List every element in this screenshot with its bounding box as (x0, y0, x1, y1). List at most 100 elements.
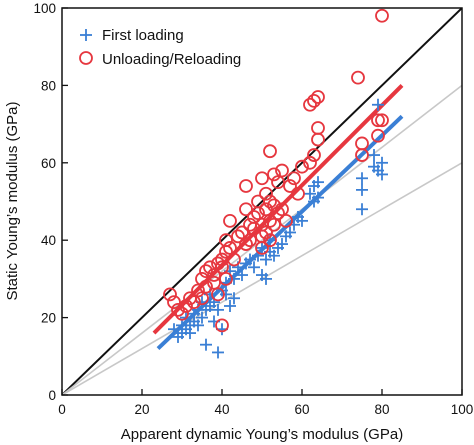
point-unloading-reloading (219, 271, 233, 286)
legend-marker-unloading-reloading (79, 51, 93, 65)
point-unloading-reloading (231, 229, 245, 244)
point-unloading-reloading (287, 171, 301, 186)
point-unloading-reloading (267, 167, 281, 182)
point-first-loading (192, 319, 204, 332)
point-first-loading (244, 253, 256, 266)
point-unloading-reloading (171, 302, 185, 317)
reference-line (62, 84, 462, 395)
point-first-loading (356, 203, 368, 216)
legend-box (66, 12, 278, 74)
point-unloading-reloading (199, 279, 213, 294)
y-tick-label: 100 (33, 1, 56, 16)
y-tick-label: 80 (41, 78, 56, 93)
point-first-loading (184, 327, 196, 340)
x-tick-label: 60 (294, 402, 309, 417)
point-first-loading (356, 183, 368, 196)
axis-ticks: 0 20 40 60 80 100 0 20 40 60 80 100 (33, 1, 473, 417)
legend-marker-first-loading (80, 29, 92, 41)
point-unloading-reloading (355, 148, 369, 162)
point-first-loading (304, 187, 316, 200)
point-unloading-reloading (163, 287, 177, 302)
point-first-loading (200, 338, 212, 351)
point-unloading-reloading (219, 244, 233, 259)
point-first-loading (248, 261, 260, 274)
point-first-loading (236, 269, 248, 282)
point-first-loading (296, 214, 308, 227)
point-unloading-reloading (227, 252, 241, 267)
point-unloading-reloading (211, 256, 225, 271)
point-first-loading (220, 288, 232, 301)
y-tick-label: 60 (41, 156, 56, 171)
point-unloading-reloading (295, 159, 309, 174)
point-unloading-reloading (195, 271, 209, 286)
point-unloading-reloading (307, 148, 321, 162)
point-first-loading (260, 272, 272, 285)
point-unloading-reloading (311, 132, 325, 147)
y-axis-title: Static Young’s modulus (GPa) (4, 101, 21, 300)
x-tick-label: 100 (451, 402, 474, 417)
point-unloading-reloading (267, 198, 281, 213)
point-unloading-reloading (215, 318, 229, 333)
point-unloading-reloading (255, 171, 269, 186)
point-unloading-reloading (247, 221, 261, 236)
point-unloading-reloading (239, 202, 253, 217)
legend: First loading Unloading/Reloading (66, 12, 278, 74)
point-unloading-reloading (371, 128, 385, 143)
point-first-loading (376, 168, 388, 181)
point-unloading-reloading (167, 295, 181, 310)
point-first-loading (268, 249, 280, 262)
legend-plus-marker (80, 29, 92, 41)
point-unloading-reloading (175, 306, 189, 321)
point-unloading-reloading (275, 163, 289, 178)
point-first-loading (356, 172, 368, 185)
point-unloading-reloading (351, 70, 365, 85)
point-unloading-reloading (223, 213, 237, 228)
point-unloading-reloading (283, 179, 297, 193)
point-unloading-reloading (263, 144, 277, 159)
point-first-loading (368, 149, 380, 162)
point-unloading-reloading (239, 179, 253, 193)
point-first-loading (196, 311, 208, 324)
point-first-loading (312, 191, 324, 204)
point-first-loading (168, 323, 180, 336)
point-unloading-reloading (303, 155, 317, 170)
point-first-loading (212, 303, 224, 316)
point-unloading-reloading (371, 113, 385, 128)
point-unloading-reloading (239, 237, 253, 251)
point-unloading-reloading (199, 264, 213, 279)
y-tick-label: 20 (41, 311, 56, 326)
y-tick-label: 40 (41, 233, 56, 248)
x-tick-label: 0 (58, 402, 66, 417)
point-unloading-reloading (311, 90, 325, 104)
point-first-loading (372, 98, 384, 111)
point-unloading-reloading (211, 287, 225, 302)
point-unloading-reloading (259, 186, 273, 201)
point-unloading-reloading (375, 113, 389, 128)
point-unloading-reloading (307, 93, 321, 108)
y-tick-label: 0 (48, 388, 56, 403)
point-unloading-reloading (263, 213, 277, 228)
point-first-loading (312, 176, 324, 189)
plot-frame (61, 7, 463, 396)
point-first-loading (224, 299, 236, 312)
point-unloading-reloading (291, 186, 305, 201)
x-tick-label: 20 (134, 402, 149, 417)
point-first-loading (228, 272, 240, 285)
point-unloading-reloading (271, 206, 285, 221)
point-first-loading (276, 238, 288, 251)
point-first-loading (284, 226, 296, 239)
reference-line (62, 8, 462, 395)
point-first-loading (376, 156, 388, 169)
point-unloading-reloading (255, 241, 269, 255)
point-first-loading (212, 346, 224, 359)
point-unloading-reloading (279, 213, 293, 228)
point-first-loading (228, 292, 240, 305)
point-first-loading (260, 253, 272, 266)
legend-circle-marker (79, 51, 93, 65)
legend-label-unloading-reloading: Unloading/Reloading (102, 51, 241, 68)
point-unloading-reloading (375, 8, 389, 23)
point-unloading-reloading (303, 97, 317, 112)
legend-label-first-loading: First loading (102, 27, 184, 44)
point-unloading-reloading (179, 299, 193, 313)
